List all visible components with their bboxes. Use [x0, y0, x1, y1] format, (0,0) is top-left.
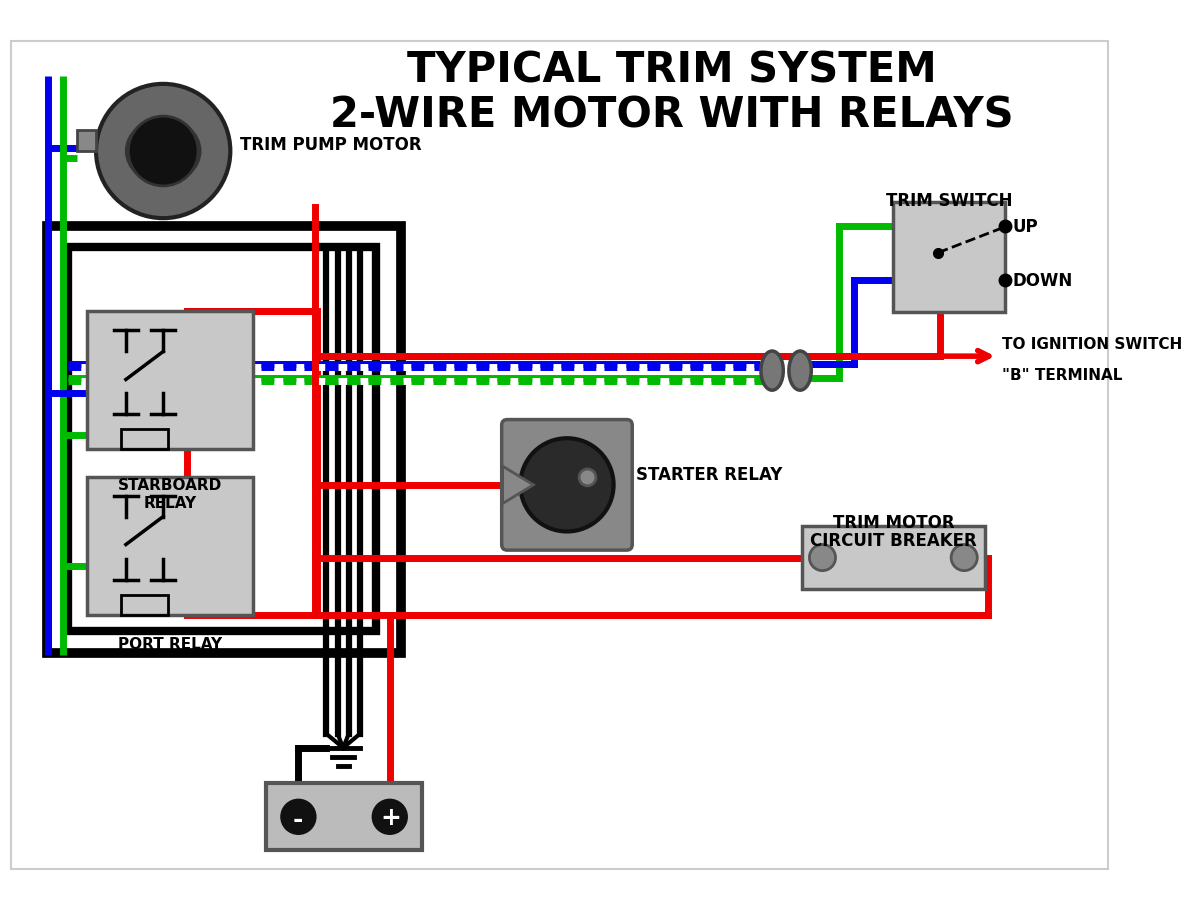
FancyBboxPatch shape — [893, 203, 1006, 313]
Circle shape — [282, 800, 316, 834]
Ellipse shape — [126, 120, 200, 184]
Text: TRIM SWITCH: TRIM SWITCH — [886, 192, 1013, 210]
Text: TRIM PUMP MOTOR: TRIM PUMP MOTOR — [240, 136, 421, 153]
Circle shape — [810, 545, 835, 571]
FancyBboxPatch shape — [86, 478, 253, 616]
Text: CIRCUIT BREAKER: CIRCUIT BREAKER — [810, 532, 977, 550]
Bar — [77, 131, 96, 152]
Bar — [47, 226, 401, 653]
Circle shape — [128, 117, 198, 187]
Polygon shape — [503, 466, 533, 504]
Text: PORT RELAY: PORT RELAY — [118, 636, 222, 651]
FancyBboxPatch shape — [502, 420, 632, 550]
Circle shape — [521, 439, 613, 532]
Ellipse shape — [761, 352, 784, 391]
Text: +: + — [380, 805, 401, 829]
FancyBboxPatch shape — [802, 527, 985, 589]
Text: 2-WIRE MOTOR WITH RELAYS: 2-WIRE MOTOR WITH RELAYS — [330, 94, 1013, 136]
Text: TO IGNITION SWITCH: TO IGNITION SWITCH — [1002, 337, 1183, 353]
Text: STARTER RELAY: STARTER RELAY — [636, 466, 782, 483]
Text: TRIM MOTOR: TRIM MOTOR — [833, 513, 954, 531]
Bar — [265, 783, 422, 851]
Circle shape — [96, 85, 230, 219]
Circle shape — [580, 469, 596, 486]
Bar — [68, 248, 376, 631]
Text: TYPICAL TRIM SYSTEM: TYPICAL TRIM SYSTEM — [407, 49, 936, 91]
Bar — [186, 312, 317, 616]
Text: "B" TERMINAL: "B" TERMINAL — [1002, 368, 1123, 383]
Ellipse shape — [788, 352, 811, 391]
Text: DOWN: DOWN — [1013, 271, 1073, 290]
Text: UP: UP — [1013, 218, 1038, 235]
Circle shape — [952, 545, 977, 571]
Circle shape — [373, 800, 407, 834]
Text: -: - — [293, 807, 302, 831]
Bar — [121, 429, 168, 450]
FancyBboxPatch shape — [86, 312, 253, 450]
Text: STARBOARD
RELAY: STARBOARD RELAY — [118, 478, 222, 510]
Bar — [121, 595, 168, 616]
